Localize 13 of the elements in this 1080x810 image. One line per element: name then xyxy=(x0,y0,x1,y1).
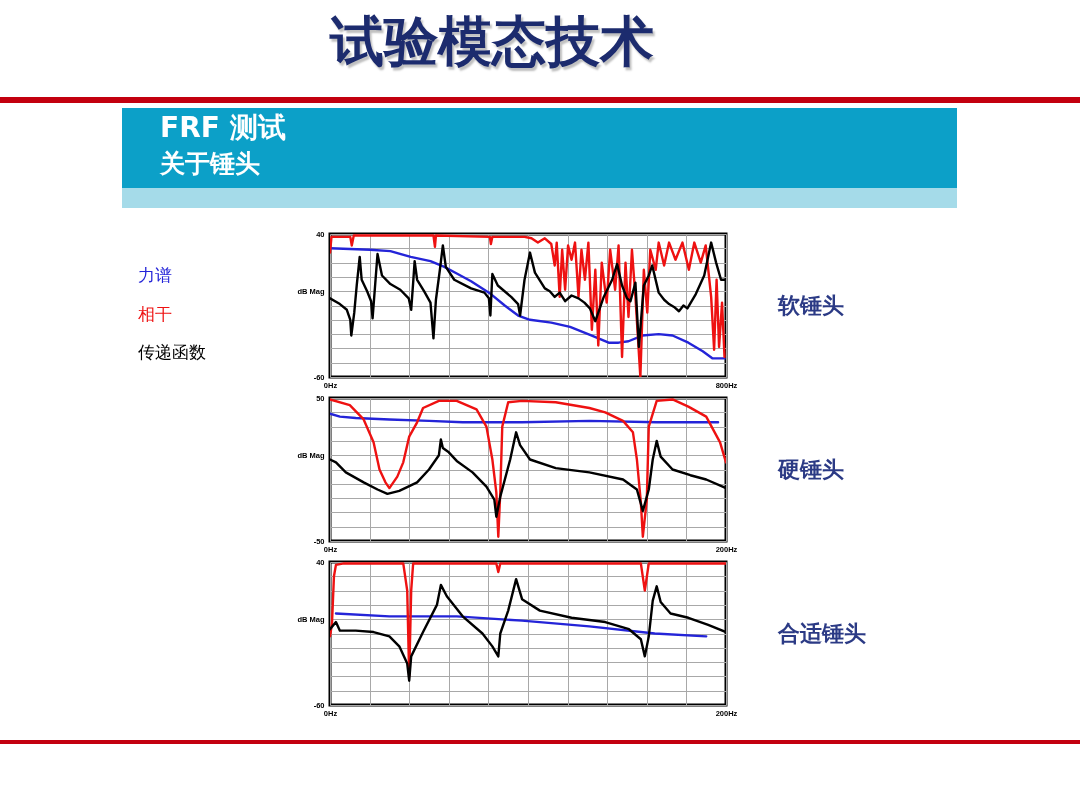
text: 力谱 xyxy=(138,265,172,285)
text: 合适锤头 xyxy=(778,620,866,647)
line-series xyxy=(330,234,726,377)
text: 硬锤头 xyxy=(778,456,844,483)
line-series xyxy=(330,398,726,538)
text: 试验模态技术 xyxy=(330,10,654,74)
text: 传递函数 xyxy=(138,342,206,362)
text: 软锤头 xyxy=(778,292,844,319)
text: 相干 xyxy=(138,303,172,324)
text: 关于锤头 xyxy=(160,149,260,179)
line-series xyxy=(330,412,720,424)
line-series xyxy=(334,612,708,638)
text: FRF 测试 xyxy=(160,111,286,145)
